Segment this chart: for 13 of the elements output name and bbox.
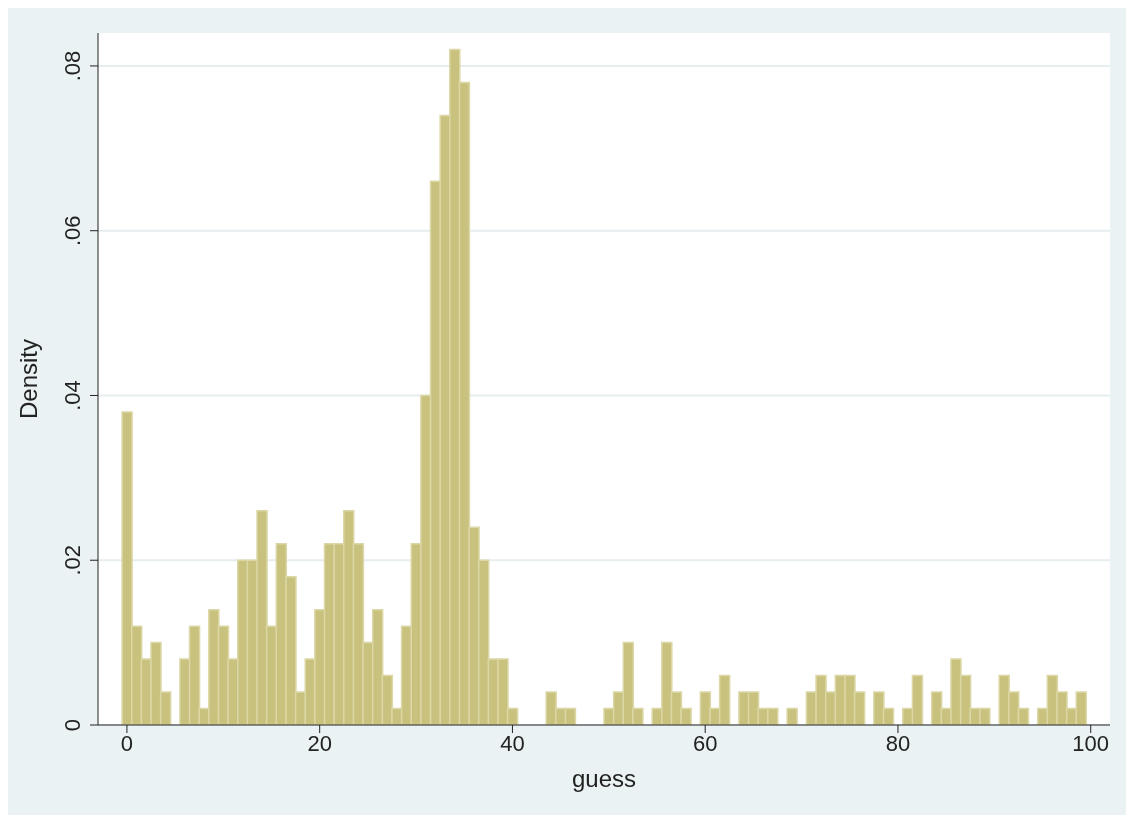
x-tick-label: 20: [307, 730, 332, 756]
y-tick-label: .08: [60, 50, 85, 82]
x-tick-label: 100: [1072, 730, 1110, 756]
x-axis-title: guess: [571, 765, 637, 792]
y-tick-label: .04: [60, 380, 85, 411]
x-tick-label: 40: [500, 730, 525, 756]
x-tick-label: 80: [885, 730, 911, 756]
x-tick-label: 60: [692, 730, 718, 756]
y-tick-label: 0: [60, 718, 85, 732]
y-tick-label: .02: [60, 544, 85, 576]
y-axis-title: Density: [14, 338, 42, 420]
x-tick-label: 0: [120, 730, 134, 756]
y-tick-label: .06: [60, 215, 85, 247]
